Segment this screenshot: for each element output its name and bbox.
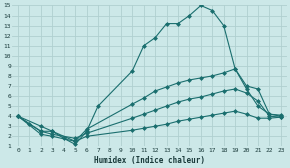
X-axis label: Humidex (Indice chaleur): Humidex (Indice chaleur) (94, 156, 205, 164)
